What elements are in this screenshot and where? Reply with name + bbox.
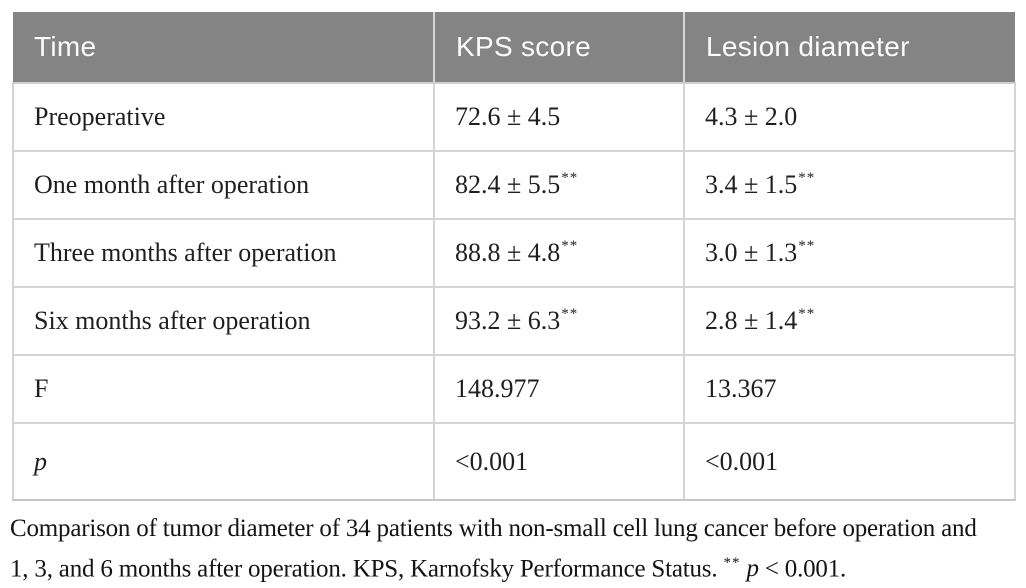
kps-value: 82.4 ± 5.5: [455, 170, 561, 199]
row-label: Six months after operation: [12, 287, 435, 356]
kps-value: 72.6 ± 4.5: [455, 102, 561, 131]
kps-value: <0.001: [455, 446, 529, 476]
significance-marker: **: [798, 306, 816, 323]
column-header-kps: KPS score: [433, 12, 684, 84]
lesion-value: 4.3 ± 2.0: [705, 102, 798, 131]
lesion-value-cell: 4.3 ± 2.0: [683, 83, 1016, 152]
kps-value-cell: <0.001: [433, 423, 685, 501]
column-header-time: Time: [13, 12, 434, 84]
kps-value-cell: 93.2 ± 6.3**: [433, 287, 685, 356]
lesion-value-cell: 13.367: [683, 355, 1016, 424]
row-label: F: [12, 355, 435, 424]
significance-marker: **: [798, 238, 816, 255]
caption-line-2: 1, 3, and 6 months after operation. KPS,…: [10, 546, 1024, 586]
row-label: Preoperative: [12, 83, 435, 152]
table-row: F 148.977 13.367: [12, 355, 1016, 424]
lesion-value: 2.8 ± 1.4: [705, 306, 798, 335]
lesion-value: 13.367: [705, 374, 777, 403]
column-header-lesion: Lesion diameter: [683, 12, 1015, 84]
caption-line-1: Comparison of tumor diameter of 34 patie…: [10, 515, 977, 542]
table-row: One month after operation 82.4 ± 5.5** 3…: [12, 151, 1016, 220]
significance-marker: **: [798, 170, 816, 187]
table-caption: Comparison of tumor diameter of 34 patie…: [10, 511, 1024, 586]
lesion-value: 3.4 ± 1.5: [705, 170, 798, 199]
row-label: Three months after operation: [12, 219, 435, 288]
lesion-value-cell: <0.001: [683, 423, 1016, 501]
lesion-value: 3.0 ± 1.3: [705, 238, 798, 267]
caption-text: 1, 3, and 6 months after operation. KPS,…: [10, 555, 718, 583]
kps-value-cell: 148.977: [433, 355, 685, 424]
significance-marker: **: [561, 238, 579, 255]
kps-value-cell: 72.6 ± 4.5: [433, 83, 685, 152]
kps-value: 88.8 ± 4.8: [455, 238, 561, 267]
table-row: Three months after operation 88.8 ± 4.8*…: [12, 219, 1016, 288]
significance-marker: **: [561, 170, 579, 187]
lesion-value: <0.001: [705, 446, 779, 476]
significance-marker: **: [723, 555, 741, 571]
lesion-value-cell: 3.4 ± 1.5**: [683, 151, 1016, 220]
row-label: p: [12, 423, 435, 501]
table-header-row: Time KPS score Lesion diameter: [13, 12, 1015, 84]
table-row: Six months after operation 93.2 ± 6.3** …: [12, 287, 1016, 356]
row-label: One month after operation: [12, 151, 435, 220]
kps-value-cell: 82.4 ± 5.5**: [433, 151, 685, 220]
kps-value: 93.2 ± 6.3: [455, 306, 561, 335]
lesion-value-cell: 2.8 ± 1.4**: [683, 287, 1016, 356]
lesion-value-cell: 3.0 ± 1.3**: [683, 219, 1016, 288]
table-row: Preoperative 72.6 ± 4.5 4.3 ± 2.0: [12, 83, 1016, 152]
kps-value-cell: 88.8 ± 4.8**: [433, 219, 685, 288]
results-table: Time KPS score Lesion diameter Preoperat…: [12, 12, 1016, 501]
kps-value: 148.977: [455, 374, 540, 403]
caption-text: < 0.001.: [758, 555, 847, 583]
p-symbol: p: [746, 555, 759, 583]
table-row: p <0.001 <0.001: [12, 423, 1016, 501]
significance-marker: **: [561, 306, 579, 323]
